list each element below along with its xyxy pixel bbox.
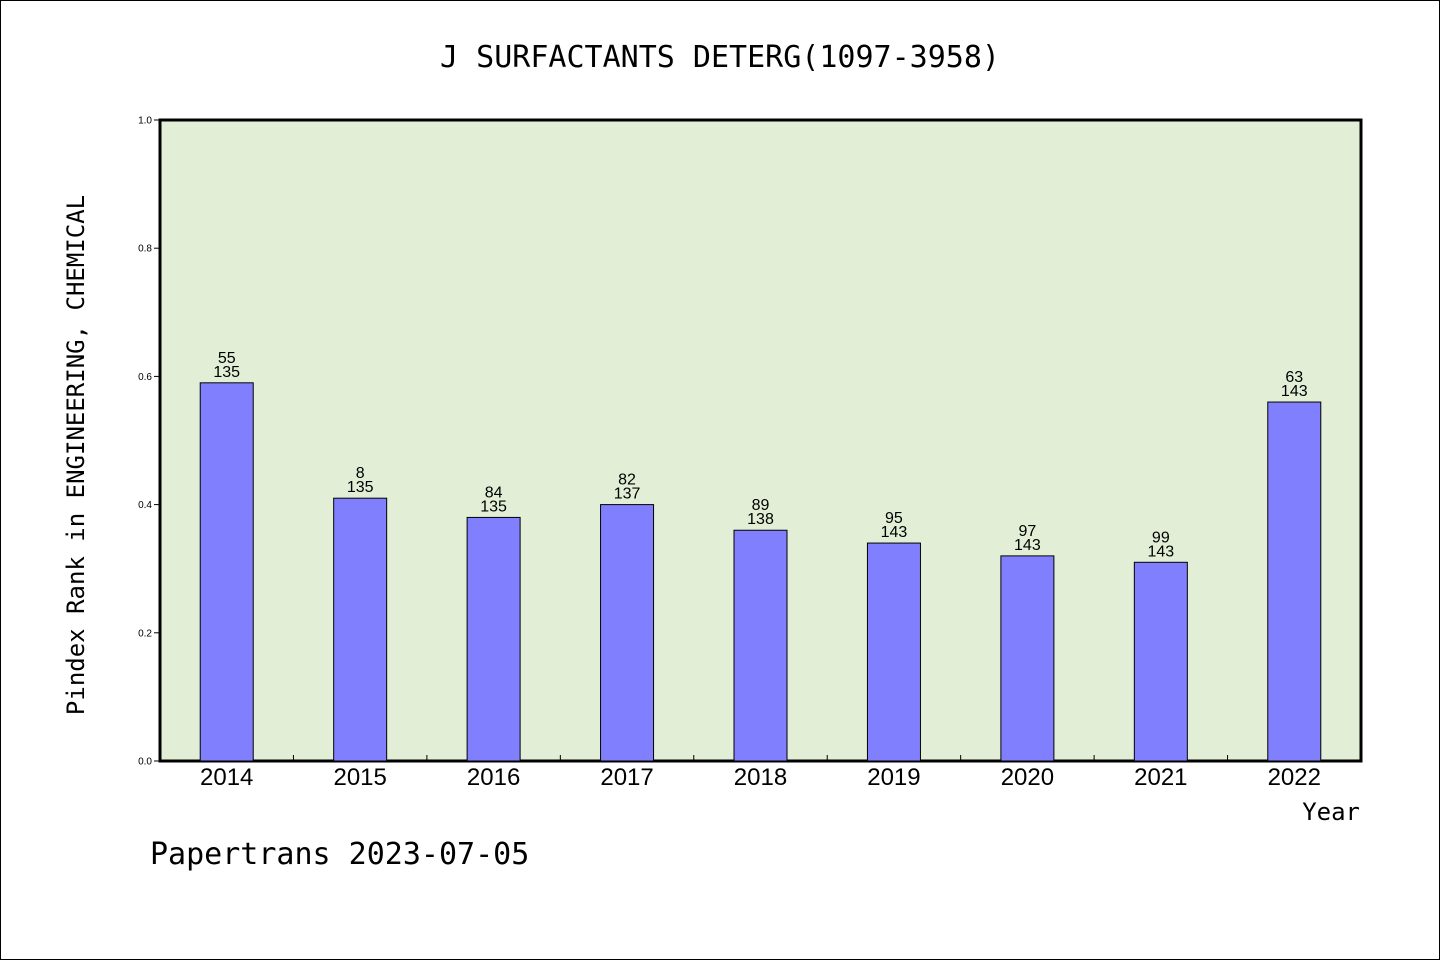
x-tick-label: 2017 bbox=[600, 764, 653, 791]
bar bbox=[1000, 555, 1055, 762]
y-tick-label: 0.8 bbox=[138, 244, 152, 255]
bar-rank-label: 84 bbox=[485, 484, 503, 501]
bar-total-label: 143 bbox=[1147, 543, 1174, 560]
y-tick-label: 0.6 bbox=[138, 372, 152, 383]
bar bbox=[1267, 401, 1322, 762]
bar-rank-label: 89 bbox=[752, 497, 770, 514]
bar-total-label: 135 bbox=[347, 479, 374, 496]
bar-total-label: 135 bbox=[480, 498, 507, 515]
x-tick-label: 2018 bbox=[734, 764, 787, 791]
x-axis: 2014 2015 2016 2017 2018 2019 2020 2021 2022 bbox=[200, 755, 1321, 791]
chart-title: J SURFACTANTS DETERG(1097-3958) bbox=[440, 40, 1000, 75]
x-tick-label: 2016 bbox=[467, 764, 520, 791]
bar-total-label: 143 bbox=[1281, 383, 1308, 400]
bar bbox=[466, 516, 521, 762]
y-tick-label: 0.4 bbox=[138, 500, 152, 511]
y-tick-label: 0.2 bbox=[138, 628, 152, 639]
bar bbox=[733, 529, 788, 762]
y-tick-label: 0.0 bbox=[138, 757, 152, 768]
footer-credit: Papertrans 2023-07-05 bbox=[150, 837, 529, 872]
bar-rank-label: 97 bbox=[1018, 523, 1036, 540]
bar-rank-label: 82 bbox=[618, 472, 636, 489]
bar bbox=[333, 497, 388, 762]
bar-rank-label: 55 bbox=[218, 350, 236, 367]
bar-total-label: 138 bbox=[747, 511, 774, 528]
x-tick-label: 2021 bbox=[1134, 764, 1187, 791]
x-tick-label: 2015 bbox=[333, 764, 386, 791]
x-tick-label: 2019 bbox=[867, 764, 920, 791]
bar bbox=[866, 542, 921, 762]
x-tick-label: 2022 bbox=[1268, 764, 1321, 791]
x-axis-label: Year bbox=[1302, 798, 1360, 826]
y-axis-label: Pindex Rank in ENGINEERING, CHEMICAL bbox=[62, 195, 90, 715]
bar-total-label: 143 bbox=[1014, 537, 1041, 554]
bar-rank-label: 8 bbox=[356, 465, 365, 482]
bar-rank-label: 95 bbox=[885, 510, 903, 527]
x-tick-label: 2014 bbox=[200, 764, 253, 791]
bar-total-label: 135 bbox=[213, 364, 240, 381]
x-tick-label: 2020 bbox=[1001, 764, 1054, 791]
bar bbox=[600, 504, 655, 762]
bar bbox=[1133, 561, 1188, 762]
y-tick-label: 1.0 bbox=[138, 116, 152, 127]
bar-total-label: 143 bbox=[881, 524, 908, 541]
bar-rank-label: 99 bbox=[1152, 529, 1170, 546]
bar-rank-label: 63 bbox=[1285, 369, 1303, 386]
y-axis: 0.0 0.2 0.4 0.6 0.8 1.0 bbox=[138, 116, 160, 768]
bar bbox=[199, 382, 254, 762]
bar-total-label: 137 bbox=[614, 486, 641, 503]
